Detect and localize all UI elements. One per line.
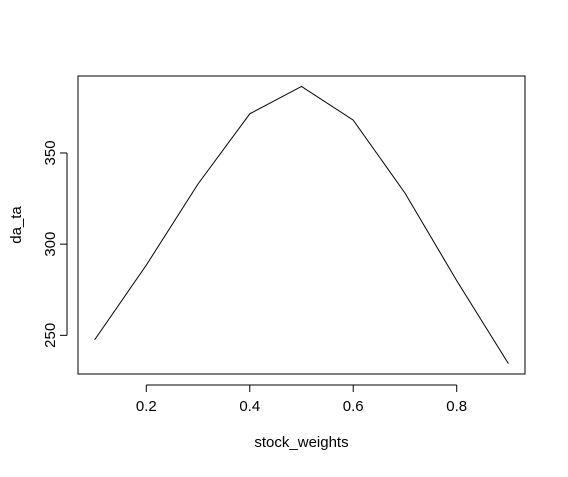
x-tick-label: 0.8 [446,398,467,415]
y-axis: 250 300 350 [42,140,68,348]
y-tick-label: 250 [42,323,59,348]
series-line [94,85,509,364]
plot-frame [77,75,526,375]
x-tick-label: 0.4 [239,398,260,415]
y-axis-label: da_ta [8,206,25,244]
x-axis: 0.2 0.4 0.6 0.8 [136,384,467,415]
x-tick-label: 0.2 [136,398,157,415]
x-axis-label: stock_weights [254,434,348,451]
x-tick-label: 0.6 [343,398,364,415]
y-tick-label: 300 [42,232,59,257]
y-tick-label: 350 [42,140,59,165]
